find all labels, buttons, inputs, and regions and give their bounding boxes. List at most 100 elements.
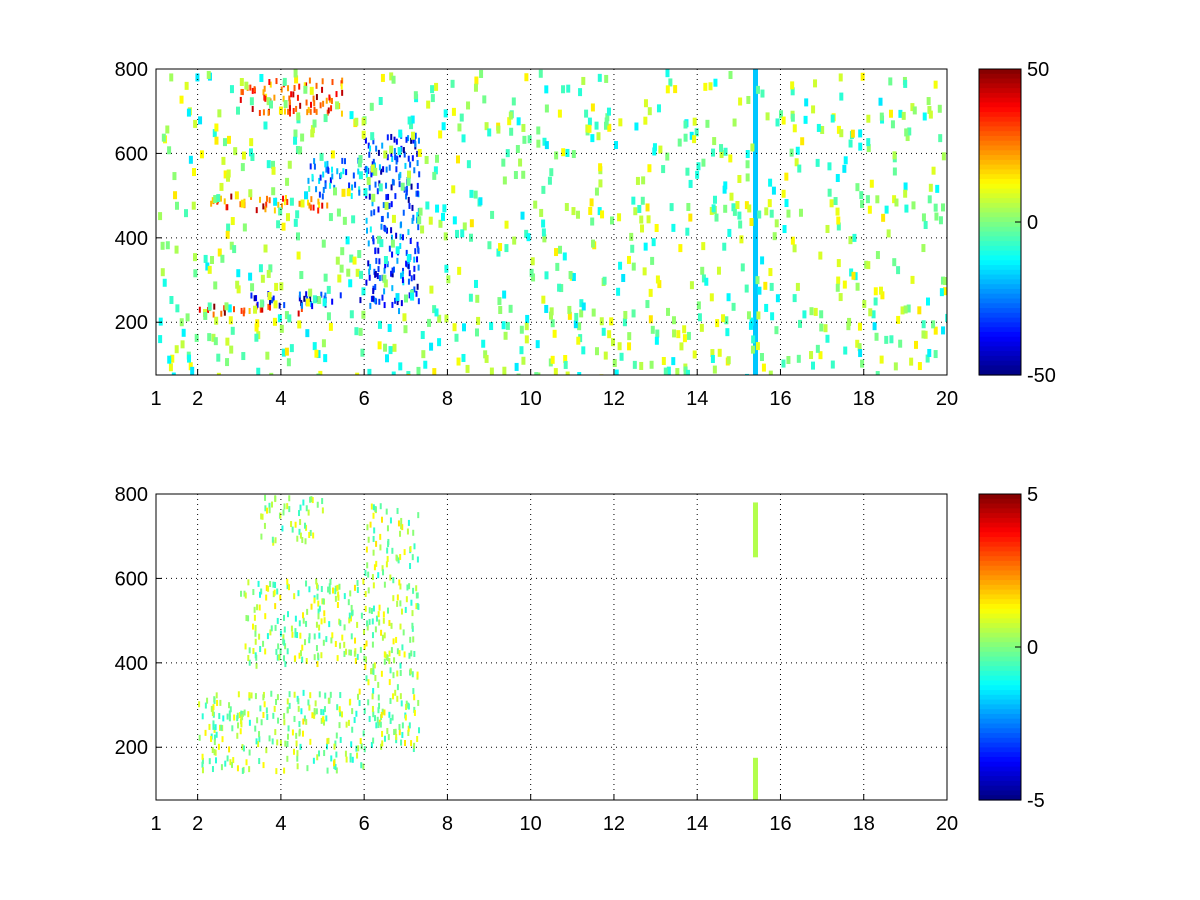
colorbar-step (979, 647, 1021, 653)
heatmap-cell (298, 728, 301, 735)
heatmap-cell (201, 767, 204, 774)
colorbar-step (979, 675, 1021, 682)
heatmap-cell (364, 591, 367, 598)
heatmap-cell (364, 569, 367, 576)
noise-cell (749, 218, 754, 227)
noise-cell (173, 191, 178, 200)
heatmap-cell (288, 702, 291, 709)
heatmap-cell (326, 160, 329, 167)
heatmap-cell (388, 679, 391, 686)
heatmap-cell (239, 712, 242, 719)
heatmap-cell (388, 711, 391, 718)
heatmap-cell (249, 84, 252, 91)
noise-cell (619, 352, 624, 361)
noise-cell (360, 348, 365, 357)
colorbar-step (979, 265, 1021, 271)
heatmap-cell (333, 760, 336, 767)
heatmap-cell (340, 110, 343, 117)
noise-cell (566, 84, 571, 93)
noise-cell (432, 368, 437, 375)
noise-cell (169, 73, 174, 82)
noise-cell (420, 331, 425, 340)
heatmap-cell (401, 731, 404, 738)
noise-cell (542, 234, 547, 243)
heatmap-cell (201, 761, 204, 768)
noise-cell (737, 174, 742, 183)
heatmap-cell (268, 735, 271, 742)
heatmap-cell (219, 699, 222, 706)
noise-cell (657, 280, 662, 289)
noise-cell (437, 374, 442, 375)
heatmap-cell (269, 581, 272, 588)
noise-cell (738, 220, 743, 229)
heatmap-cell (373, 162, 376, 169)
heatmap-cell (416, 592, 419, 599)
noise-cell (577, 372, 582, 375)
heatmap-cell (417, 137, 420, 144)
colorbar-step (979, 288, 1021, 295)
heatmap-cell (409, 636, 412, 643)
heatmap-cell (339, 692, 342, 699)
heatmap-cell (310, 603, 313, 610)
noise-cell (917, 306, 922, 315)
noise-cell (723, 147, 728, 156)
heatmap-cell (417, 224, 420, 231)
noise-cell (819, 323, 824, 332)
noise-cell (893, 362, 898, 371)
noise-cell (474, 76, 479, 85)
noise-cell (561, 148, 566, 157)
noise-cell (599, 317, 604, 326)
heatmap-cell (251, 87, 254, 94)
colorbar-step (979, 776, 1021, 782)
heatmap-cell (372, 663, 375, 670)
heatmap-cell (284, 194, 287, 201)
heatmap-cell (405, 189, 408, 196)
heatmap-cell (388, 658, 391, 665)
heatmap-cell (369, 145, 372, 152)
heatmap-cell (322, 100, 325, 107)
heatmap-cell (370, 503, 373, 510)
heatmap-cell (405, 703, 408, 710)
noise-cell (199, 150, 204, 159)
heatmap-cell (313, 163, 316, 170)
noise-cell (621, 274, 626, 283)
heatmap-cell (372, 605, 375, 612)
heatmap-cell (325, 715, 328, 722)
heatmap-cell (256, 301, 259, 308)
heatmap-cell (380, 743, 383, 750)
noise-cell (645, 300, 650, 309)
heatmap-cell (369, 302, 372, 309)
colorbar-step (979, 795, 1021, 801)
noise-cell (797, 164, 802, 173)
noise-cell (321, 239, 326, 248)
colorbar-step (979, 651, 1021, 658)
heatmap-cell (206, 697, 209, 704)
heatmap-cell (316, 593, 319, 600)
noise-cell (892, 151, 897, 160)
noise-cell (429, 342, 434, 351)
noise-cell (434, 82, 439, 91)
heatmap-cell (351, 726, 354, 733)
heatmap-cell (242, 745, 245, 752)
noise-cell (933, 350, 938, 359)
x-tick-label: 8 (442, 813, 453, 835)
heatmap-cell (331, 632, 334, 639)
heatmap-cell (349, 649, 352, 656)
heatmap-cell (296, 755, 299, 762)
heatmap-cell (248, 719, 251, 726)
colorbar-step (979, 308, 1021, 314)
heatmap-cell (326, 767, 329, 774)
heatmap-cell (399, 662, 402, 669)
heatmap-cell (288, 105, 291, 112)
noise-cell (692, 350, 697, 359)
heatmap-cell (408, 292, 411, 299)
heatmap-cell (366, 620, 369, 627)
heatmap-stripe (752, 502, 758, 558)
heatmap-cell (399, 530, 402, 537)
noise-cell (700, 266, 705, 275)
colorbar-step (979, 613, 1021, 619)
noise-cell (468, 293, 473, 302)
noise-cell (676, 330, 681, 339)
heatmap-cell (400, 300, 403, 307)
noise-cell (519, 346, 524, 355)
